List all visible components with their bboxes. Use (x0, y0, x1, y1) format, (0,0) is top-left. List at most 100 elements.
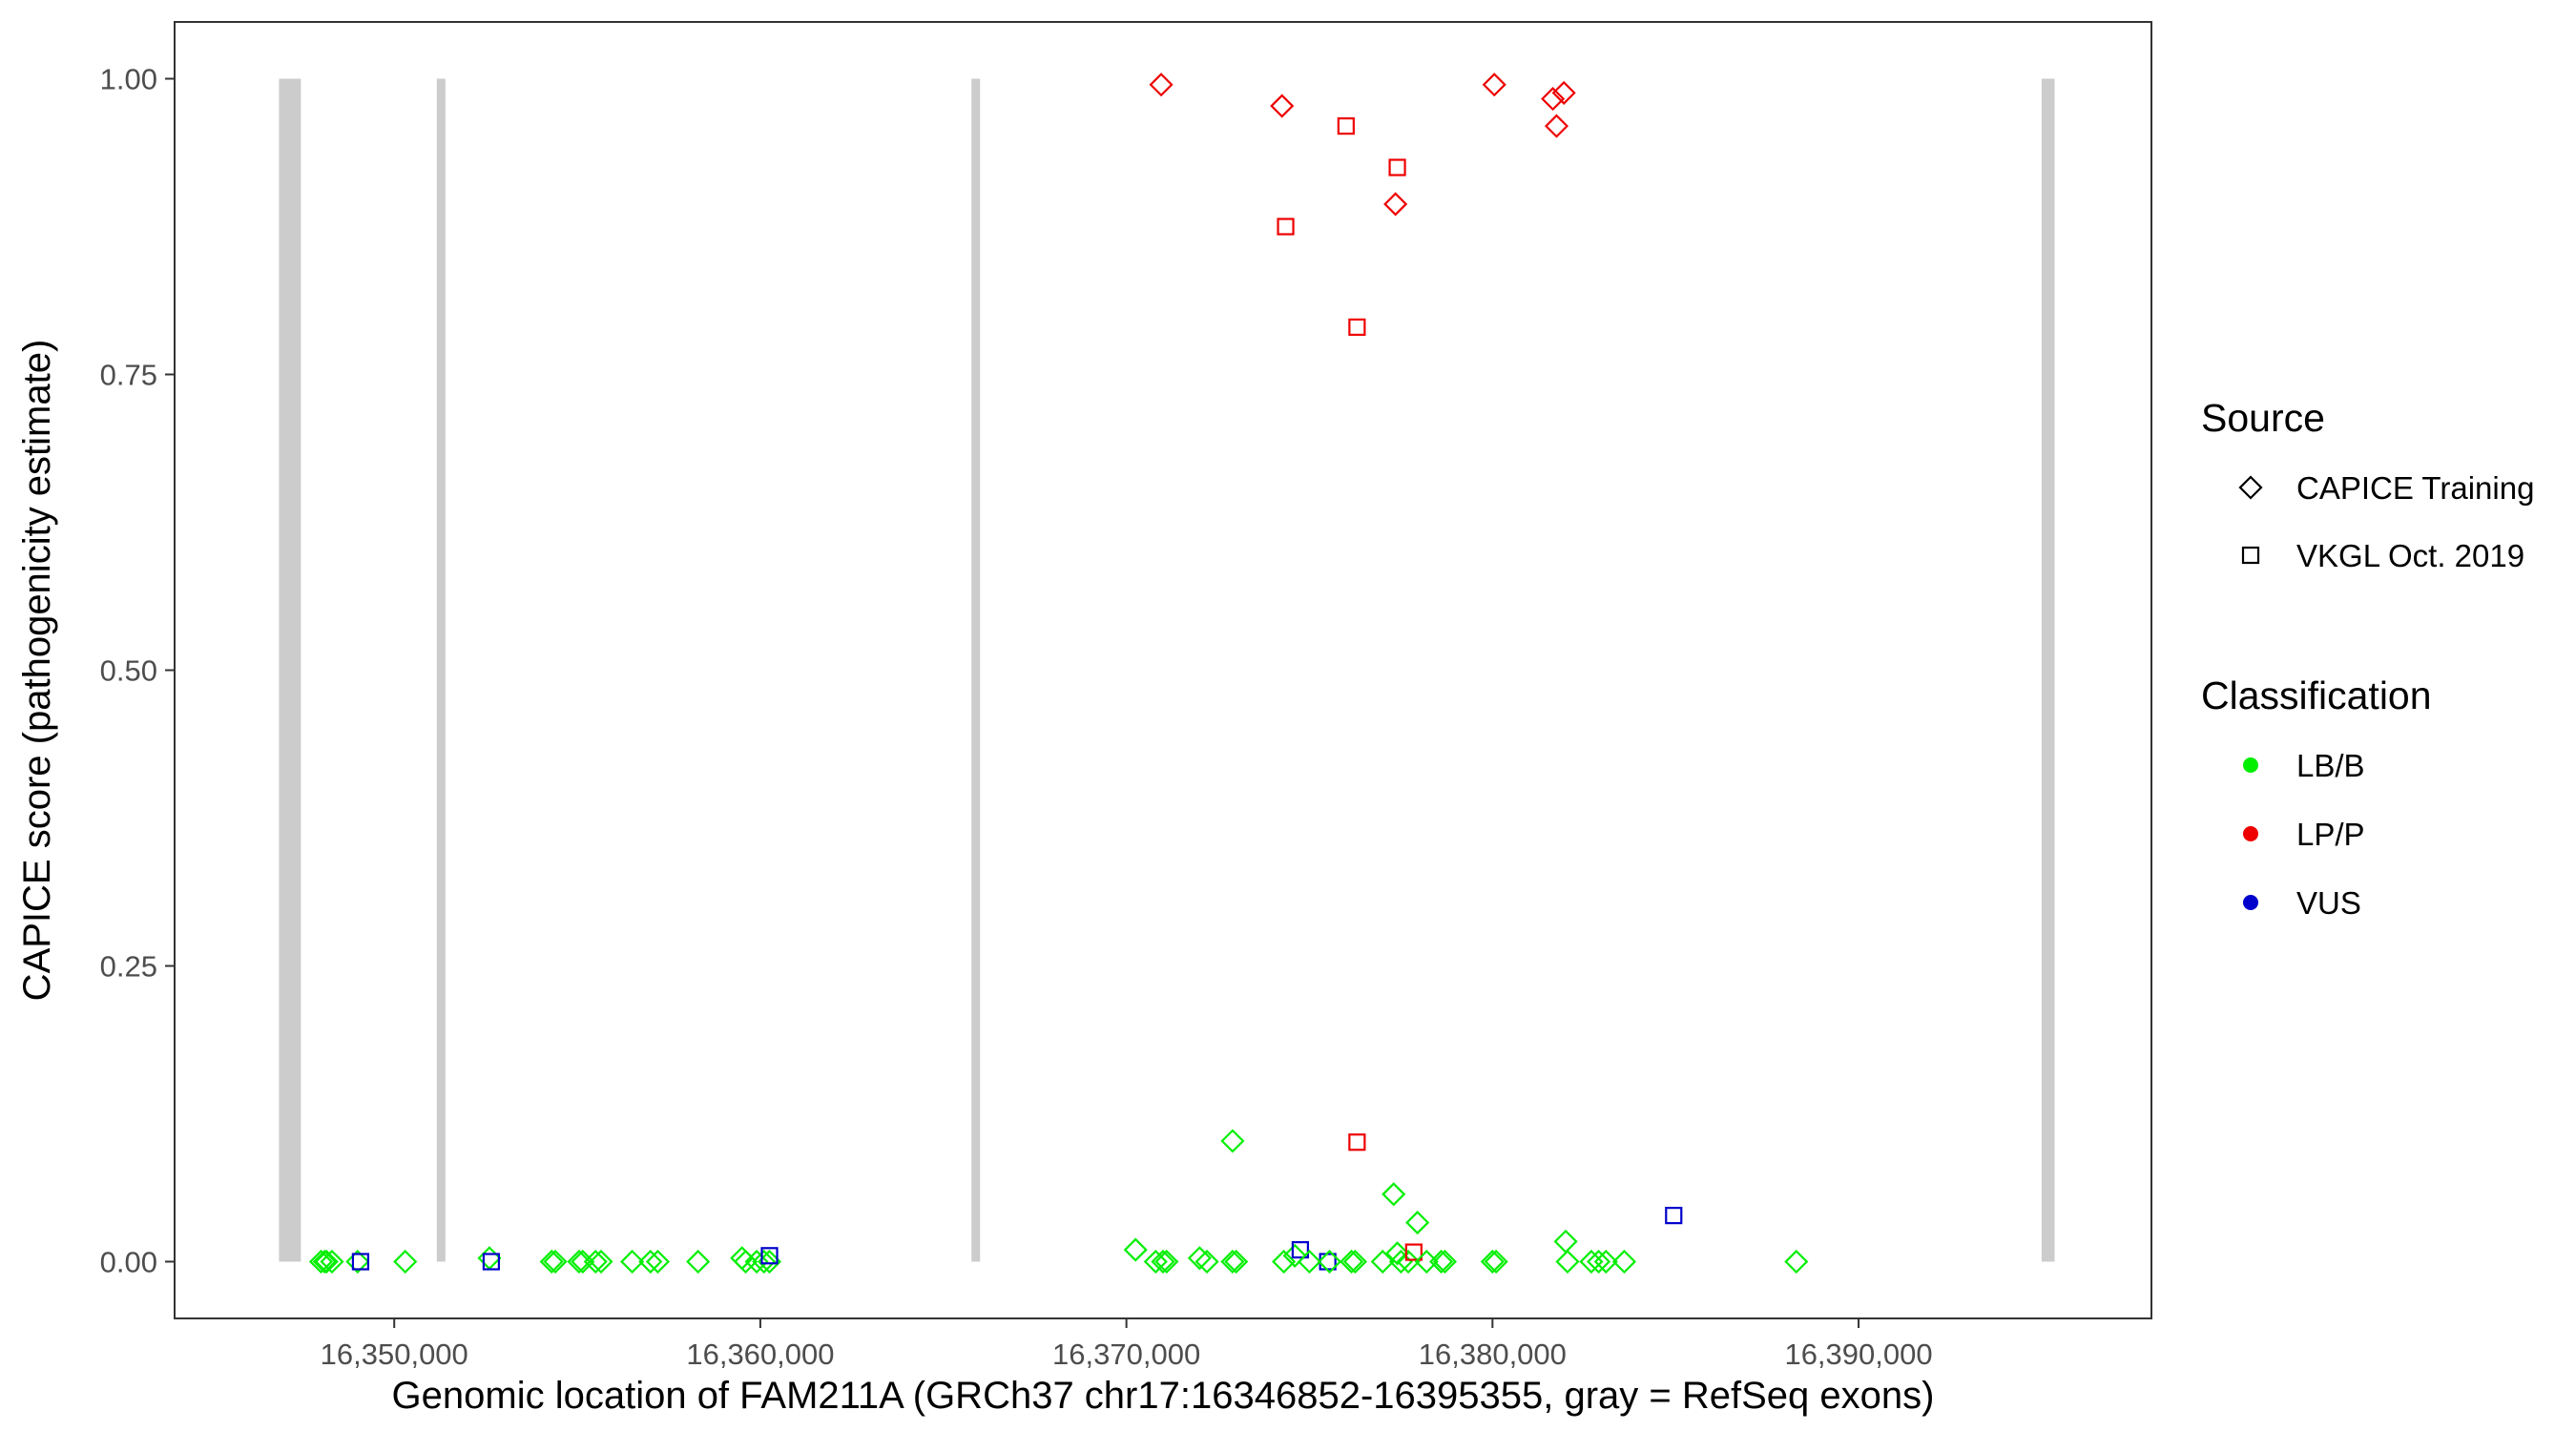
data-point (308, 1249, 334, 1275)
data-point (1187, 1246, 1212, 1271)
data-point (1370, 1249, 1395, 1275)
data-point (1482, 73, 1506, 97)
data-point (312, 1249, 337, 1275)
exon-bar-2 (436, 78, 446, 1262)
data-point (1388, 158, 1406, 176)
exon-layer (279, 78, 2055, 1262)
data-point (1282, 1243, 1307, 1268)
exon-bar-4 (2041, 78, 2055, 1262)
data-point (589, 1249, 613, 1275)
data-point (1220, 1129, 1245, 1153)
data-point (1388, 1249, 1413, 1275)
y-tick-label: 0.25 (100, 949, 157, 983)
data-point (351, 1253, 370, 1271)
data-point (734, 1249, 758, 1275)
data-point (1593, 1249, 1618, 1275)
x-axis-title: Genomic location of FAM211A (GRCh37 chr1… (392, 1375, 1935, 1417)
legend-entry-vkgl-label: VKGL Oct. 2019 (2296, 538, 2524, 573)
legend-key-color-dot (2243, 757, 2258, 773)
data-point (1429, 1249, 1454, 1275)
data-point (345, 1249, 370, 1275)
data-point (1195, 1249, 1219, 1275)
x-tick-label: 16,390,000 (1784, 1338, 1932, 1371)
data-point (320, 1249, 344, 1275)
legend-key-color-dot (2243, 826, 2258, 841)
data-point (1405, 1211, 1430, 1235)
data-point (752, 1249, 777, 1275)
legend-entry-capice-training-label: CAPICE Training (2296, 470, 2534, 506)
points-layer (308, 73, 1809, 1275)
data-point (1318, 1249, 1342, 1275)
y-tick-label: 0.50 (100, 654, 157, 688)
data-point (1277, 218, 1295, 236)
y-axis-title: CAPICE score (pathogenicity estimate) (16, 340, 58, 1002)
y-tick-label: 0.75 (100, 359, 157, 392)
legend-source-title: Source (2201, 396, 2325, 440)
data-point (1541, 87, 1566, 112)
legend-keys (2238, 475, 2263, 910)
data-point (1611, 1249, 1637, 1275)
data-point (1348, 1133, 1366, 1151)
data-point (1220, 1249, 1245, 1275)
legend: Source CAPICE Training VKGL Oct. 2019 Cl… (2201, 396, 2534, 921)
legend-entry-lbb-label: LB/B (2296, 748, 2365, 783)
data-point (1665, 1207, 1683, 1225)
data-point (1342, 1249, 1368, 1275)
x-tick-label: 16,360,000 (686, 1338, 834, 1371)
data-point (1151, 1249, 1175, 1275)
data-point (1396, 1249, 1421, 1275)
data-point (393, 1249, 418, 1275)
y-axis: 0.00 0.25 0.50 0.75 1.00 (100, 63, 175, 1278)
data-point (583, 1249, 608, 1275)
legend-entry-lpp-label: LP/P (2296, 817, 2365, 852)
data-point (760, 1247, 779, 1265)
x-tick-label: 16,380,000 (1419, 1338, 1567, 1371)
data-point (567, 1249, 592, 1275)
exon-bar-1 (279, 78, 301, 1262)
legend-key-square (2241, 546, 2260, 565)
legend-entry-vus-label: VUS (2296, 885, 2361, 921)
data-point (1784, 1249, 1809, 1275)
data-point (1291, 1240, 1309, 1259)
data-point (1143, 1249, 1168, 1275)
data-point (1123, 1237, 1148, 1262)
data-point (1337, 117, 1355, 135)
legend-classification-title: Classification (2201, 674, 2432, 717)
data-point (1149, 73, 1174, 97)
exon-bar-3 (971, 78, 981, 1262)
data-point (1270, 93, 1295, 118)
data-point (1551, 80, 1576, 105)
data-point (1297, 1249, 1322, 1275)
data-point (1544, 114, 1569, 138)
legend-key-diamond (2238, 475, 2263, 500)
data-point (1340, 1249, 1364, 1275)
data-point (1154, 1249, 1179, 1275)
data-point (1383, 192, 1408, 217)
legend-key-color-dot (2243, 895, 2258, 910)
data-point (1484, 1249, 1508, 1275)
data-point (638, 1249, 663, 1275)
y-tick-label: 1.00 (100, 63, 157, 96)
data-point (686, 1249, 711, 1275)
data-point (1348, 318, 1366, 337)
data-point (539, 1249, 564, 1275)
data-point (1385, 1241, 1410, 1266)
data-point (1404, 1243, 1423, 1261)
data-point (1381, 1182, 1406, 1207)
data-point (1432, 1249, 1458, 1275)
y-tick-label: 0.00 (100, 1245, 157, 1278)
data-point (1272, 1249, 1297, 1275)
x-tick-label: 16,370,000 (1052, 1338, 1200, 1371)
data-point (314, 1249, 339, 1275)
data-point (1555, 1249, 1580, 1275)
x-tick-label: 16,350,000 (321, 1338, 468, 1371)
data-point (620, 1249, 645, 1275)
x-axis: 16,350,000 16,360,000 16,370,000 16,380,000… (321, 1318, 1933, 1371)
data-point (1587, 1249, 1611, 1275)
data-point (645, 1249, 671, 1275)
data-point (482, 1253, 501, 1271)
data-point (543, 1249, 568, 1275)
data-point (1224, 1249, 1249, 1275)
